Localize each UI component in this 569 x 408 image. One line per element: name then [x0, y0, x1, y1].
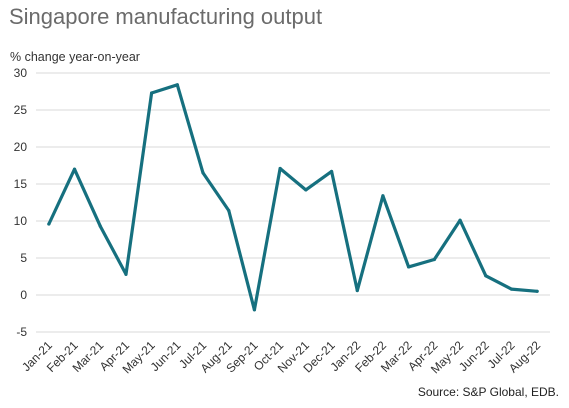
data-point [432, 257, 436, 262]
x-tick-labels: Jan-21Feb-21Mar-21Apr-21May-21Jun-21Jul-… [19, 338, 543, 376]
y-tick-label: -5 [16, 325, 27, 339]
data-point [278, 166, 282, 171]
data-point [407, 265, 411, 269]
data-point [458, 218, 462, 222]
y-tick-label: 10 [14, 214, 28, 228]
data-point [484, 274, 488, 278]
source-note: Source: S&P Global, EDB. [417, 385, 559, 399]
data-point [329, 169, 334, 174]
data-point [150, 91, 154, 95]
series-group [47, 83, 539, 312]
data-point [252, 308, 257, 312]
data-point [304, 188, 308, 192]
y-tick-label: 15 [14, 177, 28, 191]
y-tick-label: 0 [20, 288, 27, 302]
series-line-0 [47, 83, 539, 312]
data-point [355, 288, 359, 293]
data-point [381, 194, 385, 198]
y-tick-label: 5 [20, 251, 27, 265]
data-point [535, 289, 539, 293]
y-tick-label: 30 [14, 66, 28, 80]
data-point [98, 224, 102, 228]
data-point [124, 272, 128, 276]
y-tick-label: 20 [14, 140, 28, 154]
data-point [72, 167, 77, 171]
data-point [47, 222, 51, 226]
y-tick-labels: -5 0 5 10 15 20 25 30 [14, 66, 28, 339]
data-point [201, 171, 205, 175]
data-point [509, 287, 514, 291]
chart-title: Singapore manufacturing output [9, 4, 323, 29]
y-axis-label: % change year-on-year [10, 50, 140, 64]
y-tick-label: 25 [14, 103, 28, 117]
data-point [175, 83, 179, 87]
gridlines [36, 72, 550, 333]
data-point [227, 209, 231, 213]
